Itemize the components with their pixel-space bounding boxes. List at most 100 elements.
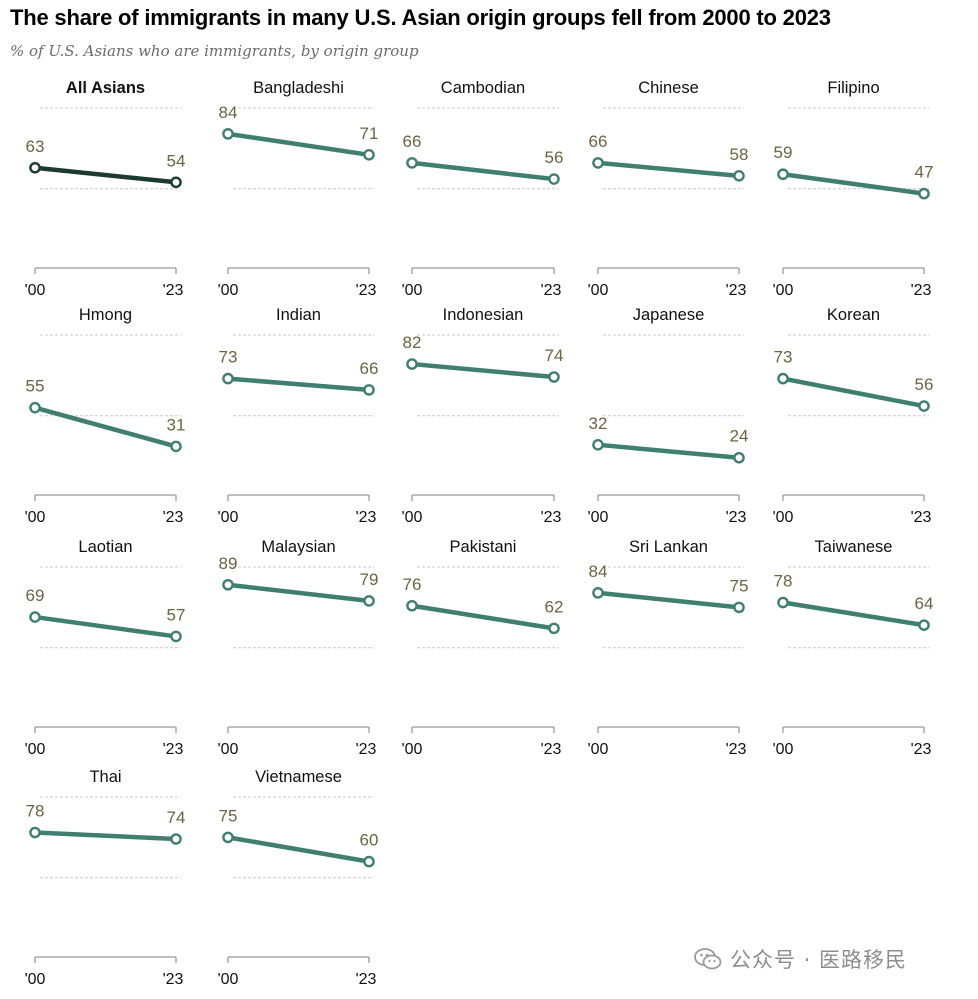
x-tick-label-start-chinese: '00 (588, 282, 609, 299)
x-tick-label-end-vietnamese: '23 (356, 971, 377, 988)
panel-chinese: Chinese '00 '23 66 58 (588, 79, 749, 299)
panel-korean: Korean '00 '23 73 56 (773, 306, 934, 526)
data-label-start-filipino: 59 (774, 143, 793, 162)
data-label-start-indian: 73 (219, 348, 238, 367)
panel-title-sri-lankan: Sri Lankan (629, 538, 708, 556)
series-line-japanese (595, 442, 742, 460)
chart-title: The share of immigrants in many U.S. Asi… (10, 5, 831, 30)
data-label-start-thai: 78 (26, 802, 45, 821)
x-tick-label-end-japanese: '23 (726, 509, 747, 526)
series-line-sri-lankan (595, 590, 742, 610)
chart-subtitle: % of U.S. Asians who are immigrants, by … (10, 42, 419, 60)
series-line-cambodian (409, 160, 557, 182)
data-point-start-sri-lankan (592, 587, 604, 599)
data-point-end-pakistani (548, 622, 560, 635)
data-label-start-japanese: 32 (589, 414, 608, 433)
x-tick-label-start-laotian: '00 (25, 741, 46, 758)
data-point-start-korean (777, 372, 789, 385)
panel-indonesian: Indonesian '00 '23 82 74 (402, 306, 564, 526)
series-line-hmong (32, 405, 179, 449)
x-tick-label-end-malaysian: '23 (356, 741, 377, 758)
data-point-start-filipino (777, 168, 789, 181)
data-label-start-all-asians: 63 (26, 137, 45, 156)
data-label-start-sri-lankan: 84 (589, 562, 608, 581)
panel-title-indian: Indian (276, 306, 321, 324)
panel-title-filipino: Filipino (827, 79, 879, 97)
panel-sri-lankan: Sri Lankan '00 '23 84 75 (588, 538, 749, 758)
series-line-laotian (32, 614, 179, 639)
x-tick-label-end-pakistani: '23 (541, 741, 562, 758)
x-tick-label-start-filipino: '00 (773, 282, 794, 299)
data-label-end-all-asians: 54 (167, 151, 186, 170)
data-point-end-filipino (918, 187, 930, 200)
data-point-end-thai (170, 833, 182, 845)
x-tick-label-start-indian: '00 (218, 509, 239, 526)
data-point-end-sri-lankan (733, 601, 745, 614)
data-point-start-bangladeshi (222, 128, 234, 140)
panel-title-hmong: Hmong (79, 306, 132, 324)
data-point-start-pakistani (406, 599, 418, 612)
wechat-icon (694, 948, 722, 970)
x-tick-label-end-bangladeshi: '23 (356, 282, 377, 299)
x-tick-label-start-pakistani: '00 (402, 741, 423, 758)
series-line-vietnamese (225, 835, 372, 864)
data-label-end-sri-lankan: 75 (730, 576, 749, 595)
data-point-start-malaysian (222, 578, 234, 591)
panel-cambodian: Cambodian '00 '23 66 56 (402, 79, 564, 299)
x-tick-label-end-filipino: '23 (911, 282, 932, 299)
data-point-end-chinese (733, 170, 745, 182)
data-label-end-malaysian: 79 (360, 570, 379, 589)
series-line-bangladeshi (225, 131, 372, 158)
data-label-start-korean: 73 (774, 348, 793, 367)
x-tick-label-end-cambodian: '23 (541, 282, 562, 299)
data-label-start-vietnamese: 75 (219, 806, 238, 825)
x-tick-label-end-hmong: '23 (163, 509, 184, 526)
data-label-start-taiwanese: 78 (774, 572, 793, 591)
panel-title-pakistani: Pakistani (450, 538, 517, 556)
data-point-end-indonesian (548, 371, 560, 383)
data-label-end-pakistani: 62 (545, 597, 564, 616)
series-line-indian (225, 376, 372, 393)
data-label-start-malaysian: 89 (219, 554, 238, 573)
x-tick-label-end-chinese: '23 (726, 282, 747, 299)
series-line-indonesian (409, 361, 557, 380)
data-label-end-hmong: 31 (167, 415, 186, 434)
x-tick-label-end-laotian: '23 (163, 741, 184, 758)
series-line-korean (780, 376, 927, 409)
data-point-start-laotian (29, 611, 41, 623)
panel-title-malaysian: Malaysian (261, 538, 335, 556)
data-label-end-indian: 66 (360, 359, 379, 378)
data-label-end-indonesian: 74 (545, 346, 564, 365)
data-point-start-all-asians (29, 161, 41, 174)
series-line-thai (32, 830, 179, 842)
panel-taiwanese: Taiwanese '00 '23 78 64 (773, 538, 934, 758)
watermark: 公众号 · 医路移民 (694, 944, 907, 974)
series-line-malaysian (225, 582, 372, 604)
panel-title-thai: Thai (89, 768, 121, 786)
data-label-end-vietnamese: 60 (360, 831, 379, 850)
data-point-start-japanese (592, 439, 604, 451)
series-line-chinese (595, 160, 742, 179)
data-point-start-indian (222, 372, 234, 385)
x-tick-label-start-thai: '00 (25, 971, 46, 988)
data-point-end-hmong (170, 440, 182, 453)
data-label-start-pakistani: 76 (403, 575, 422, 594)
data-point-end-vietnamese (363, 855, 375, 868)
x-tick-label-start-korean: '00 (773, 509, 794, 526)
x-tick-label-start-all-asians: '00 (25, 282, 46, 299)
x-tick-label-start-malaysian: '00 (218, 741, 239, 758)
x-tick-label-start-bangladeshi: '00 (218, 282, 239, 299)
data-label-end-thai: 74 (167, 808, 186, 827)
data-point-end-all-asians (170, 176, 182, 189)
x-tick-label-start-cambodian: '00 (402, 282, 423, 299)
data-label-end-laotian: 57 (167, 605, 186, 624)
data-point-start-cambodian (406, 157, 418, 169)
data-label-end-japanese: 24 (730, 427, 749, 446)
data-label-end-bangladeshi: 71 (360, 124, 379, 143)
data-point-start-vietnamese (222, 831, 234, 844)
panel-title-all-asians: All Asians (66, 79, 145, 97)
panel-title-taiwanese: Taiwanese (815, 538, 893, 556)
panel-indian: Indian '00 '23 73 66 (218, 306, 379, 526)
data-label-start-cambodian: 66 (403, 132, 422, 151)
